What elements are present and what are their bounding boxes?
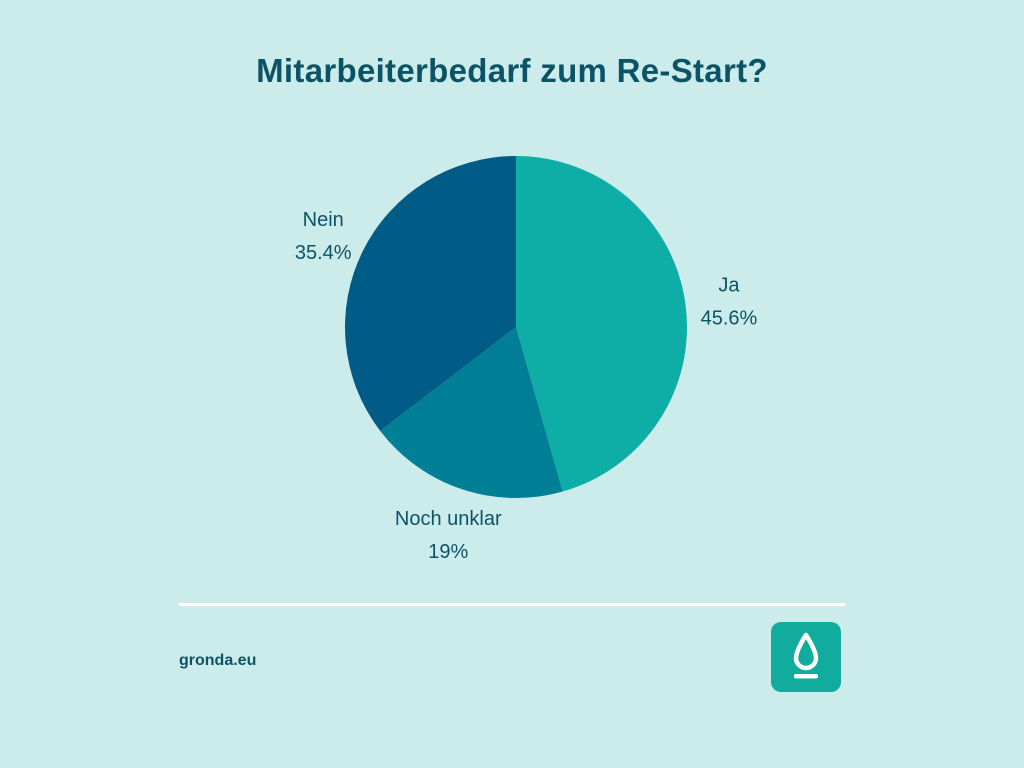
slice-value-label: 19% <box>428 541 468 563</box>
slice-value-label: 35.4% <box>295 242 352 264</box>
pie-slice-noch-unklar <box>380 327 563 499</box>
slice-value-label: 45.6% <box>701 307 758 329</box>
brand-logo <box>771 622 841 692</box>
chart-title: Mitarbeiterbedarf zum Re-Start? <box>256 52 768 89</box>
slice-label-group: Noch unklar 19% <box>395 508 502 563</box>
footer-divider <box>179 603 845 606</box>
slice-category-label: Ja <box>718 274 740 296</box>
slice-label-group: Nein 35.4% <box>295 209 352 264</box>
pie-slice-nein <box>344 156 516 431</box>
droplet-icon <box>793 632 819 679</box>
slice-category-label: Nein <box>303 209 344 231</box>
pie-slice-ja <box>516 156 688 492</box>
slice-category-label: Noch unklar <box>395 508 502 530</box>
slice-label-group: Ja 45.6% <box>701 274 758 329</box>
website-label[interactable]: gronda.eu <box>179 652 257 669</box>
